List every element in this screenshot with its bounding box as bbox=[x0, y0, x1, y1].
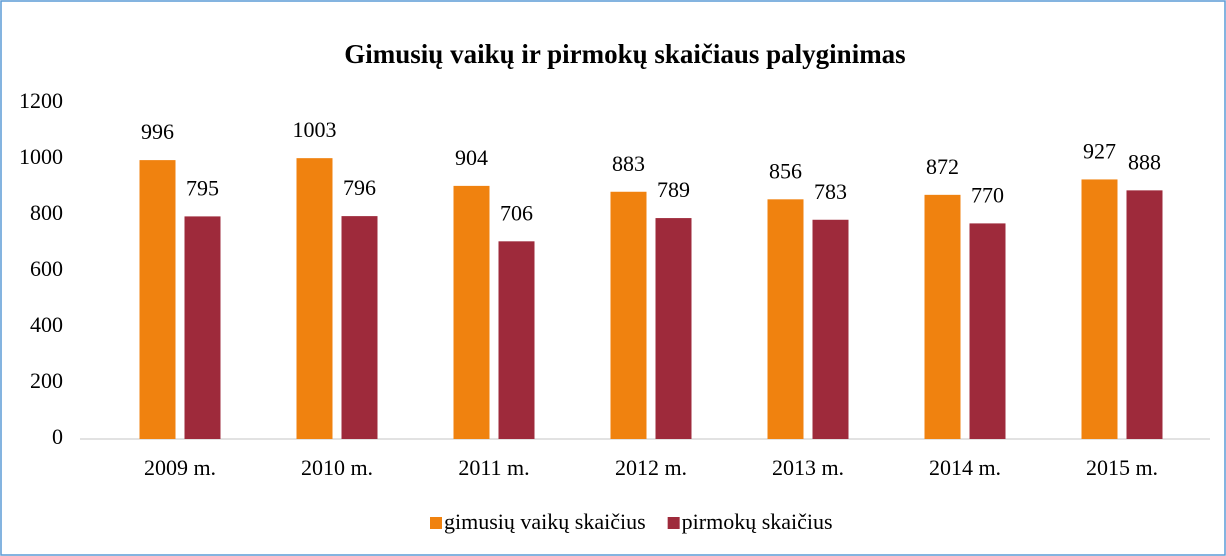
y-tick-label: 400 bbox=[30, 312, 63, 337]
x-tick-label: 2014 m. bbox=[929, 455, 1001, 480]
legend-swatch bbox=[430, 517, 442, 529]
y-tick-label: 600 bbox=[30, 256, 63, 281]
data-label: 706 bbox=[500, 200, 533, 225]
y-tick-label: 0 bbox=[52, 424, 63, 449]
y-tick-label: 200 bbox=[30, 368, 63, 393]
bar bbox=[1126, 190, 1163, 439]
bar bbox=[184, 216, 221, 439]
data-label: 883 bbox=[612, 151, 645, 176]
data-label: 789 bbox=[657, 177, 690, 202]
bar bbox=[610, 191, 647, 439]
data-label: 1003 bbox=[293, 117, 337, 142]
y-tick-label: 1200 bbox=[19, 88, 63, 113]
bar bbox=[498, 241, 535, 439]
data-label: 888 bbox=[1128, 149, 1161, 174]
bar bbox=[1081, 179, 1118, 439]
bar bbox=[812, 219, 849, 439]
bar bbox=[453, 185, 490, 439]
bar bbox=[139, 160, 176, 439]
legend-swatch bbox=[667, 517, 680, 529]
legend-label: gimusių vaikų skaičius bbox=[444, 509, 646, 534]
x-tick-label: 2012 m. bbox=[615, 455, 687, 480]
x-tick-label: 2009 m. bbox=[144, 455, 216, 480]
data-label: 796 bbox=[343, 175, 376, 200]
data-label: 904 bbox=[455, 145, 488, 170]
data-label: 872 bbox=[926, 154, 959, 179]
data-label: 996 bbox=[141, 119, 174, 144]
x-tick-label: 2015 m. bbox=[1086, 455, 1158, 480]
y-tick-label: 800 bbox=[30, 200, 63, 225]
data-label: 795 bbox=[186, 175, 219, 200]
bar bbox=[767, 199, 804, 439]
data-label: 770 bbox=[971, 182, 1004, 207]
bar bbox=[969, 223, 1006, 439]
x-tick-label: 2010 m. bbox=[301, 455, 373, 480]
bar bbox=[655, 218, 692, 439]
legend-label: pirmokų skaičius bbox=[682, 509, 833, 534]
chart-title: Gimusių vaikų ir pirmokų skaičiaus palyg… bbox=[344, 39, 905, 69]
x-tick-label: 2011 m. bbox=[458, 455, 529, 480]
y-tick-label: 1000 bbox=[19, 144, 63, 169]
data-label: 856 bbox=[769, 158, 802, 183]
bar bbox=[296, 158, 333, 439]
data-label: 783 bbox=[814, 179, 847, 204]
data-label: 927 bbox=[1083, 138, 1116, 163]
bar bbox=[341, 216, 378, 439]
x-tick-label: 2013 m. bbox=[772, 455, 844, 480]
bar bbox=[924, 194, 961, 439]
